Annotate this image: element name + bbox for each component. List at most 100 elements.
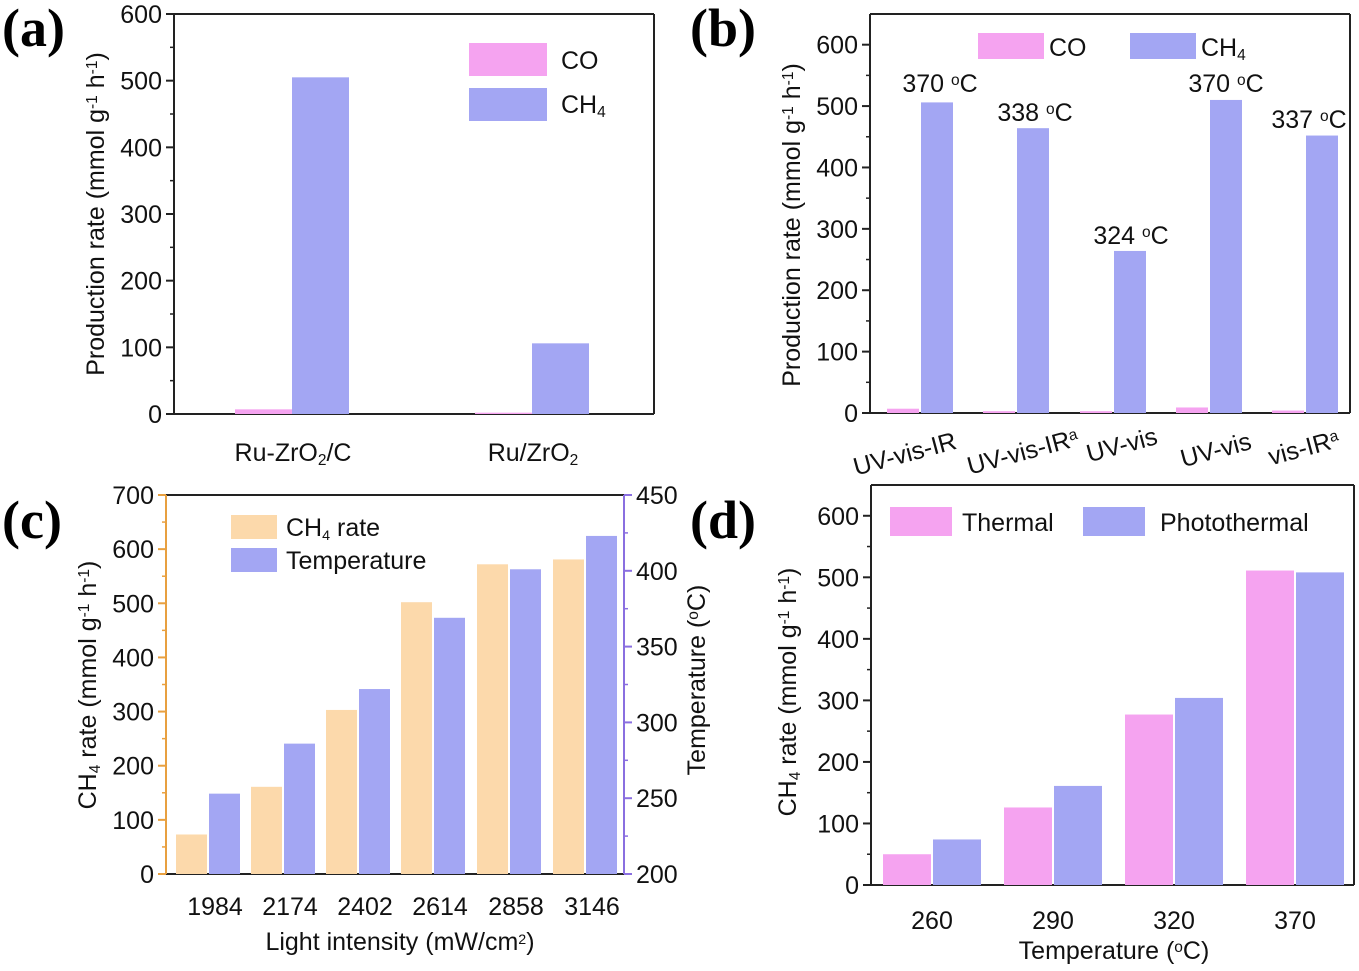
panel-c-ytick-label-left: 300 [112,699,154,727]
panel-d: (d) 0 100 200 300 400 500 600 260 290 320 370 Tempe… [690,484,1355,965]
panel-d-xtick-label: 370 [1274,907,1316,935]
panel-c-bar-ch4-rate [401,602,432,874]
panel-d-bar-thermal [1246,570,1294,885]
panel-a-ytick-label-left: 400 [120,134,162,162]
panel-a-xtick-label: Ru-ZrO2/C [235,439,352,469]
panel-c-ylabel: CH4 rate (mmol g-1 h-1) [74,561,104,810]
panel-a-bar-co [235,409,292,414]
panel-a-bar-co [475,412,532,414]
panel-b-bar-co [887,408,919,413]
panel-a-ytick-label-left: 100 [120,334,162,362]
panel-a-ytick-label-left: 300 [120,201,162,229]
panel-d-legend-swatch-photothermal [1083,507,1145,536]
panel-c-ytick-label-right: 450 [636,482,678,510]
panel-b-ytick-label-left: 500 [816,93,858,121]
panel-a-legend-label-co: CO [561,47,599,75]
panel-c-ytick-label-left: 500 [112,590,154,618]
panel-d-bar-photothermal [1175,697,1223,885]
panel-b-bar-co [1176,407,1208,413]
panel-c-legend-label-temperature: Temperature [286,547,426,575]
panel-d-ytick-label-left: 200 [817,749,859,777]
panel-a-ytick-label-left: 200 [120,268,162,296]
panel-d-legend-swatch-thermal [890,507,952,536]
panel-d-ytick-label-left: 600 [817,503,859,531]
panel-b-ytick-label-left: 400 [816,154,858,182]
panel-c-bar-temperature [284,743,315,874]
panel-c-ytick-label-right: 300 [636,709,678,737]
panel-a-legend-swatch-ch4 [469,88,547,121]
panel-b-ytick-label-left: 300 [816,216,858,244]
panel-c-ytick-label-right: 250 [636,785,678,813]
panel-d-legend-label-photothermal: Photothermal [1160,509,1309,537]
panel-c-label: (c) [2,490,62,550]
panel-c-ytick-label-right: 350 [636,634,678,662]
panel-a-legend-label-ch4: CH4 [561,91,606,121]
panel-b-temperature-annotation: 338 oC [997,99,1072,127]
panel-d-ytick-label-left: 300 [817,687,859,715]
panel-c-ytick-label-right: 400 [636,558,678,586]
panel-c-bar-ch4-rate [553,559,584,874]
panel-c-legend-swatch-ch4-rate [231,515,277,539]
panel-d-ytick-label-left: 0 [845,872,859,900]
panel-a: (a) 0 100 200 300 400 500 600 Ru-ZrO2/C Ru/ZrO2 P… [2,0,655,469]
panel-b-temperature-annotation: 324 oC [1093,222,1168,250]
panel-a-bar-ch4 [532,343,589,414]
panel-b-ytick-label-left: 200 [816,277,858,305]
panel-d-bar-photothermal [1296,572,1344,885]
panel-c-ytick-label-left: 700 [112,482,154,510]
panel-d-bar-photothermal [1054,785,1102,885]
panel-b-ylabel: Production rate (mmol g-1 h-1) [778,63,806,387]
panel-a-ytick-label-left: 600 [120,1,162,29]
panel-a-label: (a) [2,0,65,58]
panel-b-legend-swatch-co [978,33,1044,59]
panel-c-xtick-label: 1984 [187,893,243,921]
panel-c-ytick-label-left: 0 [140,861,154,889]
panel-b-temperature-annotation: 370 oC [1188,70,1263,98]
panel-b-temperature-annotation: 337 oC [1271,106,1346,134]
panel-c-legend-label-ch4-rate: CH4 rate [286,514,380,544]
panel-c-bar-ch4-rate [176,834,207,874]
panel-c: (c) 0 100 200 300 400 500 600 700 200 250 300 350 40… [2,482,711,956]
panel-d-label: (d) [690,490,756,550]
panel-c-xtick-label: 2614 [412,893,468,921]
panel-d-xtick-label: 290 [1032,907,1074,935]
panel-a-bar-ch4 [292,77,349,414]
panel-b-legend-label-ch4: CH4 [1201,34,1246,64]
panel-d-bar-photothermal [933,839,981,885]
panel-c-ytick-label-right: 200 [636,861,678,889]
panel-b-bar-ch4 [921,102,953,413]
panel-b-ytick-label-left: 0 [844,400,858,428]
panel-b-xtick-label: UV-vis-IR [850,427,959,481]
panel-c-ytick-label-left: 100 [112,807,154,835]
panel-b-ytick-label-left: 100 [816,339,858,367]
panel-b-legend-label-co: CO [1049,34,1087,62]
panel-b-xtick-label: UV-vis [1177,427,1254,473]
panel-b-bar-co [1080,411,1112,413]
panel-a-xtick-label: Ru/ZrO2 [488,439,579,469]
panel-c-bar-temperature [510,569,541,874]
panel-d-bar-thermal [1004,807,1052,885]
panel-b-xtick-label: UV-vis [1083,422,1160,468]
panel-a-ytick-label-left: 500 [120,68,162,96]
panel-b-bar-ch4 [1306,135,1338,413]
panel-c-bar-temperature [586,535,617,874]
panel-c-bar-temperature [359,689,390,874]
panel-d-ylabel: CH4 rate (mmol g-1 h-1) [774,568,804,817]
panel-d-ytick-label-left: 500 [817,564,859,592]
panel-c-ytick-label-left: 400 [112,644,154,672]
panel-d-xlabel: Temperature (oC) [1019,937,1210,965]
panel-d-ytick-label-left: 100 [817,810,859,838]
panel-c-xtick-label: 2402 [337,893,393,921]
panel-c-ylabel-right: Temperature (oC) [683,585,711,776]
panel-d-bar-thermal [883,854,931,885]
panel-d-legend-label-thermal: Thermal [962,509,1054,537]
panel-b-legend-swatch-ch4 [1130,33,1196,59]
panel-c-xtick-label: 3146 [564,893,620,921]
panel-b-bar-ch4 [1210,99,1242,413]
panel-b: (b) 0 100 200 300 400 500 600 370 oC 338 oC 324 o… [690,0,1351,481]
panel-d-ytick-label-left: 400 [817,626,859,654]
panel-c-bar-ch4-rate [251,786,282,874]
panel-c-legend-swatch-temperature [231,548,277,572]
panel-c-xlabel: Light intensity (mW/cm2) [265,928,534,956]
panel-b-bar-ch4 [1114,250,1146,413]
